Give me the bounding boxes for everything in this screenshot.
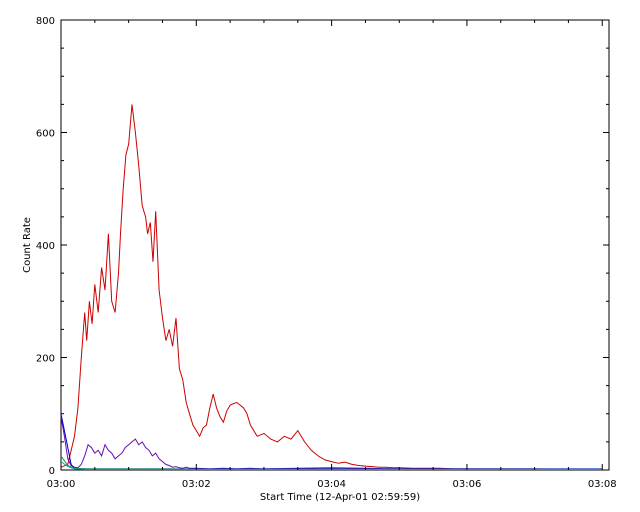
plot-frame <box>60 19 610 471</box>
series-line-1 <box>60 104 603 470</box>
x-tick-label: 03:00 <box>47 479 76 490</box>
y-tick-label: 200 <box>36 354 55 365</box>
y-tick-label: 0 <box>49 466 55 477</box>
y-tick-label: 800 <box>36 16 55 27</box>
x-tick-label: 03:08 <box>588 479 617 490</box>
series-layer <box>60 104 603 470</box>
y-tick-label: 600 <box>36 129 55 140</box>
ticks-layer: 03:00 03:02 03:04 03:06 03:08 0 200 400 600 800 <box>36 16 617 490</box>
x-tick-label: 03:02 <box>182 479 211 490</box>
x-tick-label: 03:06 <box>453 479 482 490</box>
x-axis-title: Start Time (12-Apr-01 02:59:59) <box>260 492 420 503</box>
y-tick-label: 400 <box>36 241 55 252</box>
y-axis-title: Count Rate <box>22 217 33 273</box>
x-tick-label: 03:04 <box>317 479 346 490</box>
